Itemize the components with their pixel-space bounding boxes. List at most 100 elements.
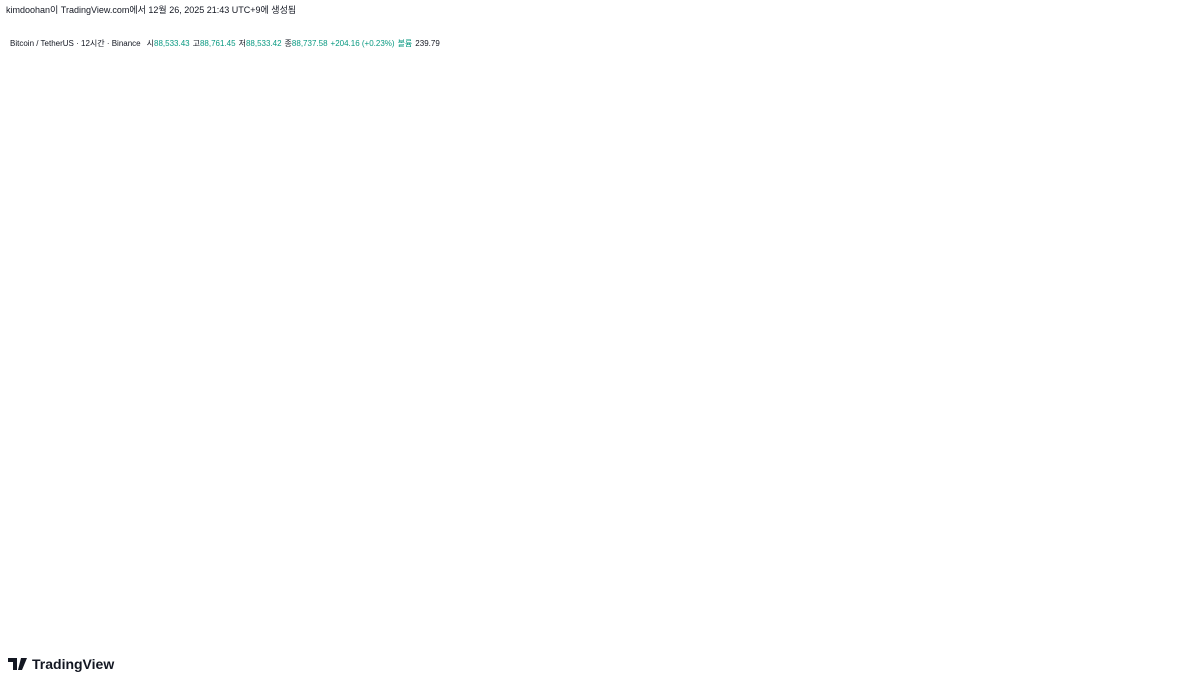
x-tick-label: 16 (450, 635, 459, 644)
x-tick-label: 11 (47, 635, 56, 644)
logo (8, 658, 27, 670)
volume-bar (513, 586, 530, 612)
symbol-legend: Bitcoin / TetherUS · 12시간 · Binance 시88,5… (10, 38, 440, 49)
x-tick-label: 6 (19, 635, 24, 644)
x-tick-label: 11 (779, 635, 788, 644)
indicator-label-bg (1151, 542, 1191, 554)
volume-bar (1074, 586, 1091, 612)
volume-bar (244, 578, 261, 612)
indicator-label-bg (1151, 201, 1191, 213)
series-line (118, 339, 1148, 612)
x-tick-label: 3월 (717, 634, 729, 644)
x-tick-label: 6 (580, 635, 585, 644)
volume-bar (488, 582, 505, 612)
x-tick-label: 16 (810, 635, 819, 644)
indicator-label-bg (1151, 391, 1191, 403)
indicator-label-bg (1151, 492, 1191, 504)
indicator-label-bg (1151, 381, 1191, 393)
x-tick-label: 6 (202, 635, 207, 644)
x-tick-label: 6 (751, 635, 756, 644)
volume-bar (171, 561, 188, 612)
indicator-label: 103,487.27 (1154, 144, 1189, 151)
indicator-label: 103,212.36 (1154, 164, 1189, 171)
volume-bar (757, 578, 774, 612)
price-label-bg (1152, 472, 1190, 492)
indicator-label: 91,814.12 (1154, 374, 1185, 381)
indicator-label: 95,527.79 (1154, 324, 1185, 331)
legend-item: 종 (284, 39, 292, 48)
x-tick-label: 21 (480, 635, 489, 644)
volume-bar (732, 578, 749, 612)
indicator-label: 91,787.61 (1154, 424, 1185, 431)
volume-bar (1001, 582, 1018, 612)
indicator-label-bg (1151, 441, 1191, 453)
x-tick-label: 5월 (1089, 634, 1101, 644)
x-tick-label: 2월 (546, 634, 558, 644)
indicator-label: 97,859.94 (1154, 254, 1185, 261)
indicator-label-bg (1151, 171, 1191, 183)
indicator-label: 89,233.28 (1154, 464, 1185, 471)
indicator-label-bg (1151, 161, 1191, 173)
series-line (39, 294, 1147, 607)
legend-item: +204.16 (+0.23%) (330, 39, 395, 48)
indicator-label-bg (1151, 131, 1191, 143)
x-tick-label: 26 (511, 635, 520, 644)
volume-bar (854, 578, 871, 612)
x-tick-label: 16 (639, 635, 648, 644)
x-tick-label: 21 (669, 635, 678, 644)
x-tick-label: 26 (322, 635, 331, 644)
series-line (198, 364, 1148, 612)
currency: USDT (1158, 40, 1180, 49)
indicator-label-bg (1151, 421, 1191, 433)
indicator-label: 99,926.95 (1154, 224, 1185, 231)
indicator-label: 91,792.49 (1154, 404, 1185, 411)
indicator-label-bg (1151, 281, 1191, 293)
indicator-label: 103,261.60 (1154, 154, 1189, 161)
x-tick-label: 16 (999, 635, 1008, 644)
indicator-label: 89,244.86 (1154, 454, 1185, 461)
highlight (620, 373, 684, 397)
volume-bar (928, 561, 945, 612)
indicator-label: 97,916.36 (1154, 244, 1185, 251)
volume-bar (537, 590, 554, 612)
indicator-label: 91,787.44 (1154, 434, 1185, 441)
legend-item: 88,761.45 (199, 39, 236, 48)
indicator-label: 91,791.47 (1154, 414, 1185, 421)
y-tick-label: 128,000.00 (1154, 64, 1195, 73)
x-tick-label: 26 (871, 635, 880, 644)
volume-bar (293, 582, 310, 612)
volume-bar (903, 552, 920, 612)
x-tick-label: 11 (968, 635, 977, 644)
indicator-label-bg (1151, 321, 1191, 333)
indicator-label: 86,586.40 (1154, 545, 1185, 552)
y-tick-label: 122,000.00 (1154, 118, 1195, 127)
indicator-label-bg (1151, 431, 1191, 443)
legend-item: Bitcoin / TetherUS · 12시간 · Binance (10, 39, 141, 48)
indicator-label: 86,581.52 (1154, 585, 1185, 592)
volume-bar (952, 569, 969, 612)
volume-bar (317, 586, 334, 612)
indicator-label: 91,852.46 (1154, 344, 1185, 351)
indicator-label: 95,585.30 (1154, 294, 1185, 301)
indicator-label-bg (1151, 141, 1191, 153)
indicator-label-bg (1151, 251, 1191, 263)
indicator-label: 99,922.85 (1154, 234, 1185, 241)
indicator-label: 103,018.97 (1154, 184, 1189, 191)
indicator-label: 86,581.61 (1154, 575, 1185, 582)
indicator-label-bg (1151, 411, 1191, 423)
legend-item: 고 (192, 39, 200, 48)
x-tick-label: 21 (291, 635, 300, 644)
volume-bar (781, 582, 798, 612)
indicator-label-bg (1151, 301, 1191, 313)
volume-bar (342, 569, 359, 612)
indicator-label-bg (1151, 151, 1191, 163)
series-line (379, 391, 1148, 612)
indicator-label: 86,583.54 (1154, 565, 1185, 572)
legend-item: 시 (146, 39, 155, 48)
volume-bar (195, 565, 212, 612)
volume-bar (25, 552, 42, 612)
indicator-label: 100,157.00 (1154, 194, 1189, 201)
x-tick-label: 12월 (165, 634, 181, 644)
